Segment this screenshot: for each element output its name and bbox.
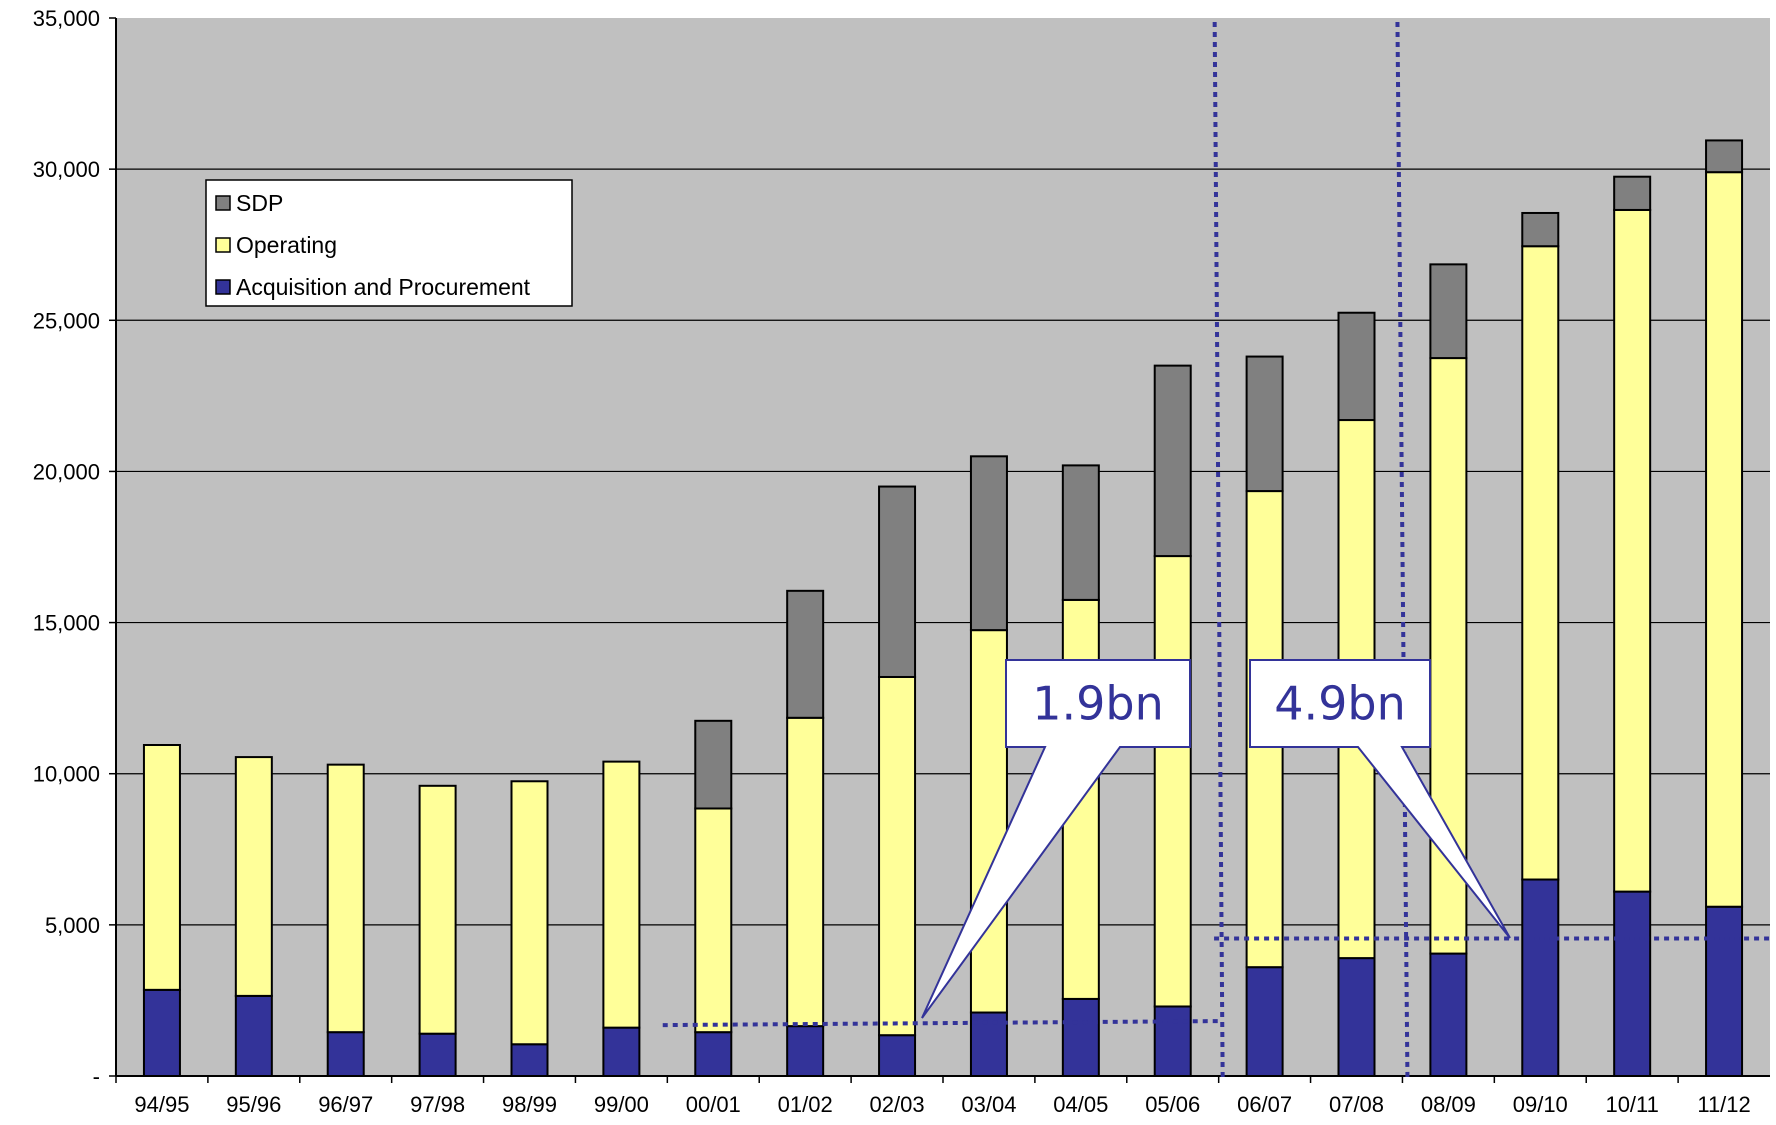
bar-segment <box>234 994 273 1077</box>
bar-segment <box>1153 1005 1192 1078</box>
legend-label: Acquisition and Procurement <box>236 274 531 300</box>
gridlines <box>116 168 1770 926</box>
bar-segment <box>1061 997 1100 1077</box>
callout-label: 1.9bn <box>1032 677 1164 731</box>
x-tick-label: 98/99 <box>502 1092 557 1117</box>
bar-segment <box>878 485 917 678</box>
x-tick-label: 05/06 <box>1145 1092 1200 1117</box>
bar-segment <box>1337 311 1376 422</box>
legend-swatch <box>215 237 231 253</box>
bar-segment <box>1337 957 1376 1078</box>
x-tick-label: 09/10 <box>1513 1092 1568 1117</box>
bar-segment <box>1153 364 1192 558</box>
y-tick-label: 25,000 <box>33 308 100 333</box>
x-tick-label: 08/09 <box>1421 1092 1476 1117</box>
bar-segment <box>1705 905 1744 1077</box>
callout-box <box>921 659 1191 1019</box>
bar-segment <box>234 756 273 997</box>
x-tick-label: 96/97 <box>318 1092 373 1117</box>
bar-segment <box>878 1034 917 1077</box>
bar-segment <box>694 1031 733 1078</box>
x-axis-ticks: 94/95 95/96 96/97 97/98 98/99 99/00 00/01 01/02… <box>115 1076 1751 1117</box>
legend-box <box>205 179 573 307</box>
bar-segment <box>1429 952 1468 1077</box>
bar-segment <box>786 716 825 1028</box>
bar-segment <box>878 675 917 1037</box>
x-tick-label: 04/05 <box>1053 1092 1108 1117</box>
legend-label: SDP <box>236 190 283 216</box>
bar-segment <box>786 1025 825 1077</box>
period-divider-line <box>1395 21 1410 1079</box>
bar-segment <box>1521 878 1560 1077</box>
bar-segment <box>786 589 825 719</box>
x-tick-label: 11/12 <box>1697 1092 1750 1117</box>
bar-segment <box>969 629 1008 1014</box>
y-tick-label: 15,000 <box>33 611 100 636</box>
legend-label: Operating <box>236 232 337 258</box>
bar-segment <box>602 760 641 1029</box>
bar-segment <box>602 1026 641 1077</box>
axes <box>115 18 1770 1077</box>
y-tick-label: 20,000 <box>33 459 100 484</box>
y-tick-label: 35,000 <box>33 6 100 31</box>
x-tick-label: 94/95 <box>134 1092 189 1117</box>
bar-segment <box>418 784 457 1035</box>
bar-segment <box>1613 890 1652 1077</box>
period-divider-line <box>1212 21 1225 1079</box>
bar-segment <box>142 988 181 1077</box>
bars <box>142 139 1744 1078</box>
x-tick-label: 97/98 <box>410 1092 465 1117</box>
y-tick-label: 10,000 <box>33 762 100 787</box>
y-tick-label: 5,000 <box>45 913 100 938</box>
bar-segment <box>969 455 1008 632</box>
x-tick-label: 01/02 <box>778 1092 833 1117</box>
bar-segment <box>418 1032 457 1078</box>
bar-segment <box>694 719 733 810</box>
bar-segment <box>1245 966 1284 1077</box>
bar-segment <box>142 743 181 991</box>
bar-segment <box>1521 211 1560 248</box>
legend-swatch <box>215 279 231 295</box>
bar-segment <box>1429 263 1468 360</box>
bar-segment <box>510 780 549 1046</box>
bar-segment <box>1521 245 1560 881</box>
legend-swatch <box>215 195 231 211</box>
x-tick-label: 00/01 <box>686 1092 741 1117</box>
bar-segment <box>694 807 733 1034</box>
x-tick-label: 99/00 <box>594 1092 649 1117</box>
bar-segment <box>326 1031 365 1078</box>
y-tick-label: - <box>93 1064 100 1089</box>
bar-segment <box>1705 139 1744 174</box>
bar-segment <box>1613 175 1652 211</box>
bar-segment <box>1245 355 1284 493</box>
x-tick-label: 02/03 <box>870 1092 925 1117</box>
callout-box <box>1249 659 1511 939</box>
bar-segment <box>510 1043 549 1078</box>
y-tick-label: 30,000 <box>33 157 100 182</box>
annotation-overlay: 1.9bn 4.9bn <box>662 21 1770 1079</box>
callout-label: 4.9bn <box>1274 677 1406 731</box>
x-tick-label: 06/07 <box>1237 1092 1292 1117</box>
y-axis-ticks: - 5,000 10,000 15,000 20,000 25,000 30,000 35,0… <box>33 6 116 1089</box>
bar-segment <box>1153 555 1192 1008</box>
bar-segment <box>1613 208 1652 893</box>
bar-segment <box>326 763 365 1034</box>
level-line <box>662 1019 1219 1028</box>
x-tick-label: 03/04 <box>961 1092 1016 1117</box>
x-tick-label: 07/08 <box>1329 1092 1384 1117</box>
x-tick-label: 10/11 <box>1605 1092 1658 1117</box>
x-tick-label: 95/96 <box>226 1092 281 1117</box>
bar-segment <box>1061 464 1100 601</box>
legend: SDP Operating Acquisition and Procurement <box>205 179 573 307</box>
bar-segment <box>1705 171 1744 908</box>
